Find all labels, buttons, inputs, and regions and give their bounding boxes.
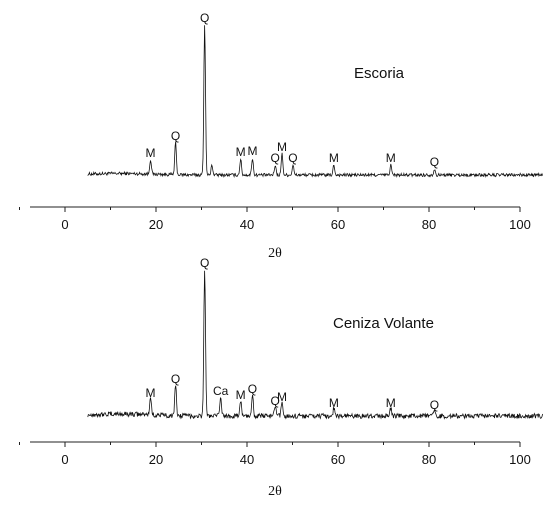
x-tick-label: 20	[149, 217, 163, 232]
x-tick-label: 60	[331, 217, 345, 232]
peak-label: Q	[430, 398, 439, 412]
pattern-layer-escoria	[87, 25, 543, 178]
panel-title-ceniza-volante: Ceniza Volante	[333, 315, 434, 332]
x-tick-label: 40	[240, 217, 254, 232]
peak-label: M	[329, 396, 339, 410]
x-tick-label: 0	[61, 452, 68, 467]
peak-label: M	[236, 145, 246, 159]
x-tick-label: 60	[331, 452, 345, 467]
x-ticks-ceniza-volante: 020406080100120	[19, 442, 531, 467]
x-axis-title-escoria: 2θ	[268, 246, 282, 261]
peak-label: Q	[200, 11, 209, 25]
peak-label: Q	[271, 151, 280, 165]
peak-label: M	[146, 386, 156, 400]
x-tick-label: 100	[509, 217, 531, 232]
peak-label: Q	[248, 382, 257, 396]
peak-label: M	[329, 151, 339, 165]
x-tick-label: 100	[509, 452, 531, 467]
x-tick-label: 20	[149, 452, 163, 467]
x-tick-label: 40	[240, 452, 254, 467]
peak-label: M	[277, 140, 287, 154]
peak-label: Q	[171, 129, 180, 143]
peak-label: M	[247, 144, 257, 158]
xrd-pattern-line	[87, 270, 543, 420]
x-tick-label: 80	[422, 217, 436, 232]
x-ticks-escoria: 020406080100120	[19, 207, 531, 232]
peak-label: Q	[200, 256, 209, 270]
peak-label: Q	[288, 151, 297, 165]
peak-label: M	[146, 146, 156, 160]
panel-title-escoria: Escoria	[354, 65, 405, 82]
peak-label: Q	[430, 155, 439, 169]
peak-label: Q	[271, 394, 280, 408]
peak-label: M	[236, 388, 246, 402]
x-tick-label: 80	[422, 452, 436, 467]
peak-label: M	[277, 390, 287, 404]
x-axis-title-ceniza-volante: 2θ	[268, 484, 282, 499]
pattern-layer-ceniza-volante	[87, 270, 543, 420]
x-tick-label: 0	[61, 217, 68, 232]
peak-label: M	[386, 396, 396, 410]
xrd-pattern-line	[87, 25, 543, 178]
peak-label: Q	[171, 372, 180, 386]
peak-label: M	[386, 151, 396, 165]
peak-label: Ca	[213, 384, 229, 398]
